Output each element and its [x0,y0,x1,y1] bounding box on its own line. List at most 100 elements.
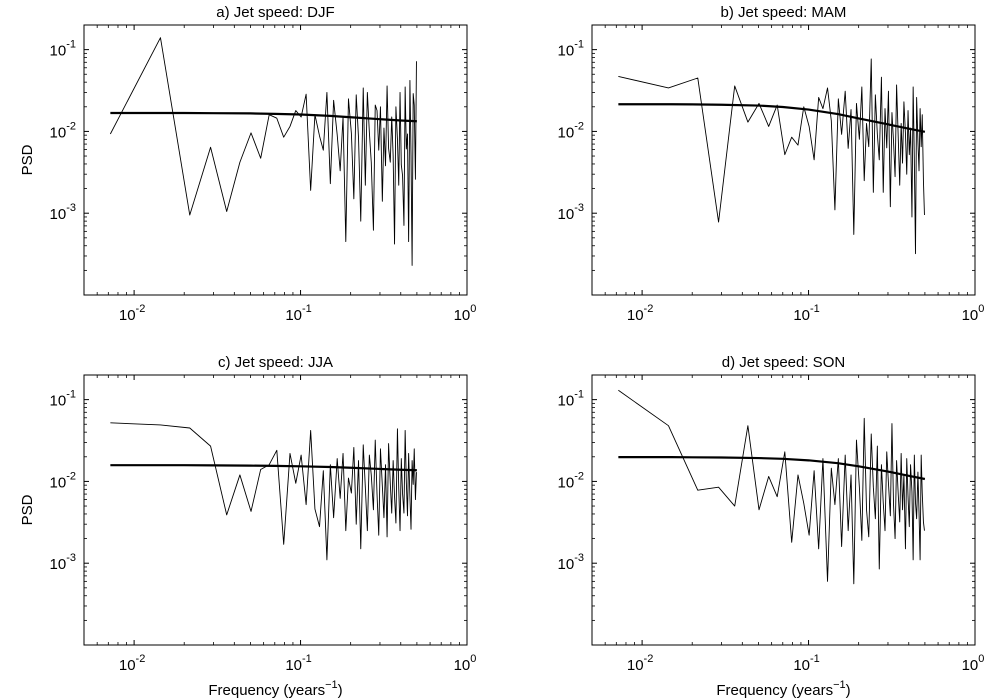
psd-spectrum-line [618,389,925,585]
x-axis-label: Frequency (years−1) [208,679,342,699]
x-tick-label: 10-1 [793,303,819,324]
tick-exponent: -2 [66,470,76,482]
y-axis-label: PSD [19,494,36,525]
tick-base: 10 [285,307,302,324]
tick-exponent: -2 [136,653,146,665]
red-noise-spectrum-line [618,103,926,133]
tick-exponent: -1 [302,303,312,315]
tick-base: 10 [454,657,471,674]
x-label-superscript: −1 [325,679,338,691]
y-tick-label: 10-1 [558,39,584,60]
tick-base: 10 [627,657,644,674]
tick-base: 10 [50,474,67,491]
tick-base: 10 [50,206,67,223]
red-noise-spectrum-line [110,464,417,472]
psd-spectrum-line [110,422,417,561]
plot-frame [591,24,976,296]
panel-title: b) Jet speed: MAM [721,4,847,21]
x-label-tail: ) [338,682,343,699]
tick-base: 10 [793,307,810,324]
plot-frame [83,24,468,296]
red-noise-spectrum-line [618,456,926,481]
tick-exponent: 0 [978,303,984,315]
tick-base: 10 [558,474,575,491]
tick-exponent: -2 [574,120,584,132]
x-tick-label: 10-2 [119,303,145,324]
tick-base: 10 [50,556,67,573]
x-tick-label: 100 [962,303,985,324]
tick-base: 10 [50,124,67,141]
tick-exponent: 0 [470,653,476,665]
x-label-tail: ) [846,682,851,699]
panel-title: c) Jet speed: JJA [218,354,333,371]
tick-exponent: -1 [302,653,312,665]
tick-base: 10 [558,393,575,410]
tick-base: 10 [558,124,575,141]
x-tick-label: 100 [454,303,477,324]
tick-exponent: -1 [810,303,820,315]
panel-title: d) Jet speed: SON [722,354,845,371]
x-tick-label: 10-1 [285,303,311,324]
y-tick-label: 10-3 [50,202,76,223]
y-tick-label: 10-3 [558,552,584,573]
tick-base: 10 [627,307,644,324]
tick-exponent: 0 [470,303,476,315]
y-tick-label: 10-1 [50,39,76,60]
tick-exponent: -3 [574,552,584,564]
y-tick-label: 10-2 [50,470,76,491]
x-tick-label: 10-2 [119,653,145,674]
tick-exponent: -1 [66,39,76,51]
tick-base: 10 [962,307,979,324]
y-tick-label: 10-2 [50,120,76,141]
y-tick-label: 10-3 [50,552,76,573]
tick-base: 10 [558,43,575,60]
red-noise-spectrum-line [110,111,417,123]
tick-base: 10 [50,393,67,410]
tick-base: 10 [119,657,136,674]
tick-base: 10 [454,307,471,324]
tick-base: 10 [558,206,575,223]
x-axis-label: Frequency (years−1) [716,679,850,699]
x-tick-label: 100 [454,653,477,674]
tick-base: 10 [558,556,575,573]
tick-exponent: -1 [66,389,76,401]
psd-spectrum-line [618,58,925,255]
y-tick-label: 10-1 [50,389,76,410]
y-tick-label: 10-1 [558,389,584,410]
tick-exponent: -2 [644,303,654,315]
plot-frame [83,374,468,646]
y-tick-label: 10-2 [558,470,584,491]
tick-exponent: -2 [644,653,654,665]
x-tick-label: 10-1 [285,653,311,674]
tick-exponent: -1 [574,389,584,401]
panel-title: a) Jet speed: DJF [216,4,334,21]
tick-exponent: -2 [574,470,584,482]
y-tick-label: 10-3 [558,202,584,223]
x-label-superscript: −1 [833,679,846,691]
x-tick-label: 100 [962,653,985,674]
tick-exponent: -1 [810,653,820,665]
x-tick-label: 10-1 [793,653,819,674]
x-tick-label: 10-2 [627,303,653,324]
tick-base: 10 [119,307,136,324]
tick-exponent: -2 [66,120,76,132]
x-label-main: Frequency (years [716,682,833,699]
tick-exponent: -3 [66,202,76,214]
tick-base: 10 [285,657,302,674]
tick-exponent: -2 [136,303,146,315]
x-tick-label: 10-2 [627,653,653,674]
tick-exponent: 0 [978,653,984,665]
y-axis-label: PSD [19,144,36,175]
tick-exponent: -3 [574,202,584,214]
tick-exponent: -3 [66,552,76,564]
plot-frame [591,374,976,646]
y-tick-label: 10-2 [558,120,584,141]
tick-base: 10 [793,657,810,674]
tick-base: 10 [50,43,67,60]
psd-spectrum-line [109,37,417,266]
tick-base: 10 [962,657,979,674]
